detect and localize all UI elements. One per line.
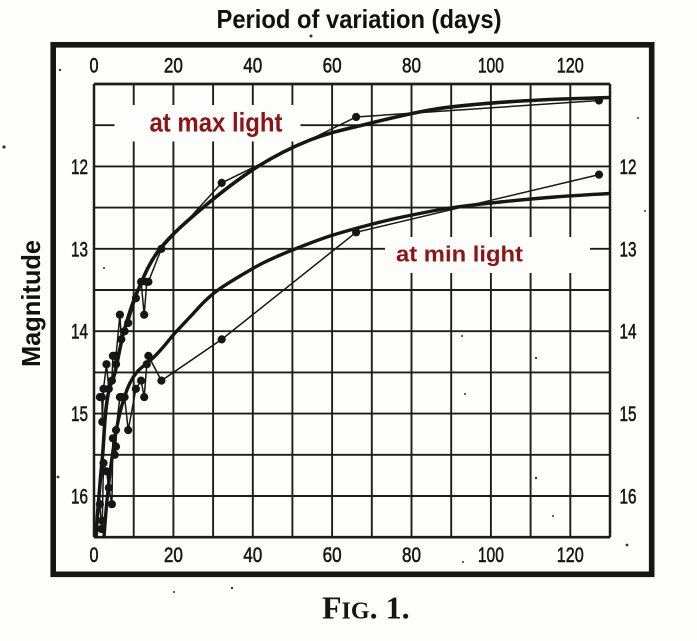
- svg-text:120: 120: [557, 543, 584, 567]
- svg-text:60: 60: [323, 54, 342, 78]
- svg-text:at min light: at min light: [396, 242, 524, 267]
- svg-text:20: 20: [164, 543, 183, 567]
- svg-text:Period of variation (days): Period of variation (days): [217, 4, 502, 34]
- svg-text:16: 16: [620, 485, 637, 509]
- svg-text:120: 120: [557, 54, 584, 78]
- svg-text:12: 12: [620, 155, 637, 179]
- svg-text:60: 60: [323, 543, 342, 567]
- svg-text:0: 0: [90, 543, 99, 567]
- svg-text:100: 100: [478, 54, 504, 78]
- svg-text:at max light: at max light: [150, 108, 283, 138]
- svg-text:Magnitude: Magnitude: [16, 240, 46, 367]
- svg-text:14: 14: [620, 320, 637, 344]
- svg-text:40: 40: [243, 54, 262, 78]
- svg-text:80: 80: [402, 54, 421, 78]
- svg-text:15: 15: [620, 402, 637, 426]
- svg-text:13: 13: [620, 237, 637, 261]
- svg-text:12: 12: [71, 155, 88, 179]
- svg-text:13: 13: [71, 237, 88, 261]
- svg-text:20: 20: [164, 54, 183, 78]
- svg-text:100: 100: [478, 543, 504, 567]
- svg-text:80: 80: [402, 543, 421, 567]
- svg-text:15: 15: [71, 402, 88, 426]
- svg-text:0: 0: [90, 54, 99, 78]
- svg-text:14: 14: [71, 320, 88, 344]
- svg-text:16: 16: [71, 485, 88, 509]
- svg-text:40: 40: [243, 543, 262, 567]
